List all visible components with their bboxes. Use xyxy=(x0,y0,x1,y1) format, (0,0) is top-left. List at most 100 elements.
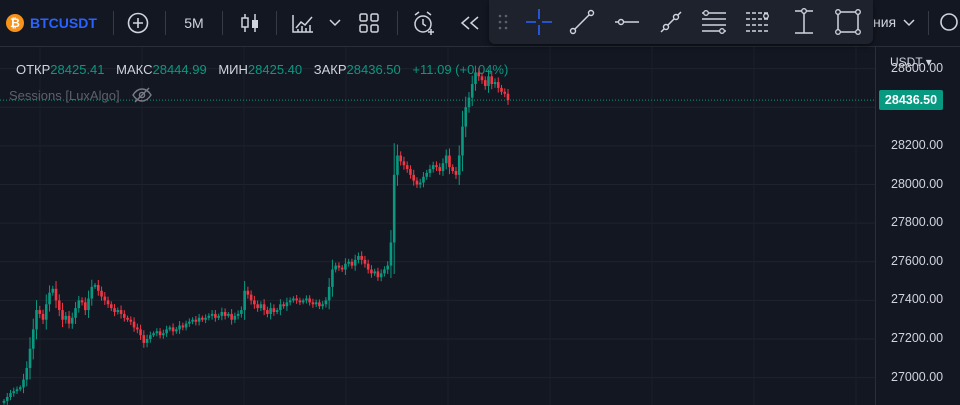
candle-body xyxy=(243,290,246,311)
candle-body xyxy=(110,304,113,309)
chart-pane[interactable] xyxy=(0,47,875,405)
crosshair-icon[interactable] xyxy=(523,6,555,38)
candle-body xyxy=(175,329,178,332)
candle-body xyxy=(119,310,123,314)
candle-body xyxy=(474,72,477,85)
candle-body xyxy=(67,315,71,324)
indicator-legend[interactable]: Sessions [LuxAlgo] xyxy=(9,87,152,103)
candle-body xyxy=(461,126,464,156)
trend-line-icon[interactable] xyxy=(566,6,598,38)
candle-body xyxy=(392,174,396,243)
candle-body xyxy=(126,317,129,320)
candle-body xyxy=(35,310,38,330)
candle-body xyxy=(288,300,292,303)
candle-body xyxy=(41,313,45,320)
candle-body xyxy=(347,261,350,264)
candle-body xyxy=(350,261,354,266)
candle-body xyxy=(298,300,302,303)
low-label: МИН xyxy=(218,62,248,77)
candle-body xyxy=(428,169,432,173)
candlestick-chart[interactable] xyxy=(0,47,875,405)
candle-body xyxy=(324,300,328,305)
candle-body xyxy=(415,180,419,185)
horizontal-line-icon[interactable] xyxy=(611,6,643,38)
search-icon[interactable] xyxy=(936,8,960,38)
eye-hidden-icon[interactable] xyxy=(131,87,152,103)
candle-body xyxy=(214,313,217,318)
toolbar-divider xyxy=(397,11,398,35)
candle-body xyxy=(227,313,230,316)
rectangle-icon[interactable] xyxy=(832,6,864,38)
candle-body xyxy=(96,284,100,291)
candle-body xyxy=(217,315,220,318)
price-tick-label: 27600.00 xyxy=(891,253,944,268)
candle-body xyxy=(318,302,321,307)
candle-body xyxy=(210,313,214,316)
candle-body xyxy=(448,155,451,168)
candle-body xyxy=(145,339,149,343)
candle-body xyxy=(344,263,347,270)
btc-logo-icon: ₿ xyxy=(6,14,24,32)
candle-body xyxy=(259,304,263,309)
symbol-label: BTCUSDT xyxy=(30,15,97,31)
chevron-down-icon[interactable] xyxy=(326,8,344,38)
open-value: 28425.41 xyxy=(50,62,105,77)
candle-body xyxy=(275,310,279,312)
close-label: ЗАКР xyxy=(313,62,347,77)
candle-body xyxy=(470,84,474,98)
indicators-icon[interactable] xyxy=(288,8,318,38)
currency-selector[interactable]: USDT ▾ xyxy=(890,55,932,69)
toolbar-divider xyxy=(165,11,166,35)
candle-body xyxy=(181,325,185,328)
candle-body xyxy=(451,167,455,171)
indicator-name: Sessions [LuxAlgo] xyxy=(9,87,120,103)
candle-body xyxy=(321,304,324,307)
candle-body xyxy=(220,312,224,316)
candle-body xyxy=(249,294,253,301)
candle-body xyxy=(480,76,484,81)
candle-body xyxy=(503,91,507,94)
candles-icon[interactable] xyxy=(236,8,264,38)
candle-body xyxy=(444,155,448,164)
plus-circle-icon[interactable] xyxy=(123,8,153,38)
chevron-down-icon[interactable] xyxy=(900,8,918,38)
price-axis[interactable]: USDT ▾ 28600.0028400.0028200.0028000.002… xyxy=(875,47,960,405)
candle-body xyxy=(70,317,74,324)
candle-body xyxy=(48,292,51,305)
candle-body xyxy=(77,300,81,309)
candle-body xyxy=(230,313,233,320)
alarm-icon[interactable] xyxy=(408,8,440,38)
candle-body xyxy=(327,286,331,301)
candle-body xyxy=(38,310,42,314)
candle-body xyxy=(136,327,139,330)
candle-body xyxy=(9,393,12,397)
layout-grid-icon[interactable] xyxy=(354,8,384,38)
candle-body xyxy=(383,269,386,274)
candle-body xyxy=(246,290,250,295)
candle-body xyxy=(389,242,393,266)
candle-body xyxy=(87,298,90,311)
fib-icon[interactable] xyxy=(698,6,730,38)
candle-body xyxy=(197,317,201,322)
high-label: МАКС xyxy=(116,62,153,77)
ray-icon[interactable] xyxy=(655,6,687,38)
candle-body xyxy=(483,80,487,86)
candle-body xyxy=(113,308,116,312)
candle-body xyxy=(457,155,461,175)
candle-body xyxy=(74,308,77,318)
candle-body xyxy=(253,300,256,305)
candle-body xyxy=(435,165,438,168)
truncated-toolbar-label[interactable]: ния xyxy=(873,14,897,30)
low-value: 28425.40 xyxy=(247,62,303,77)
candle-body xyxy=(399,155,402,162)
symbol-search-button[interactable]: ₿ BTCUSDT xyxy=(6,8,97,38)
measure-icon[interactable] xyxy=(788,6,820,38)
candle-body xyxy=(204,317,207,320)
replay-icon[interactable] xyxy=(455,8,485,38)
drag-handle-icon[interactable] xyxy=(491,6,515,38)
interval-button[interactable]: 5M xyxy=(184,15,204,31)
parallel-channel-icon[interactable] xyxy=(742,6,774,38)
change-value: +11.09 (+0.04%) xyxy=(412,62,509,77)
candle-body xyxy=(314,302,318,305)
candle-body xyxy=(285,302,289,307)
